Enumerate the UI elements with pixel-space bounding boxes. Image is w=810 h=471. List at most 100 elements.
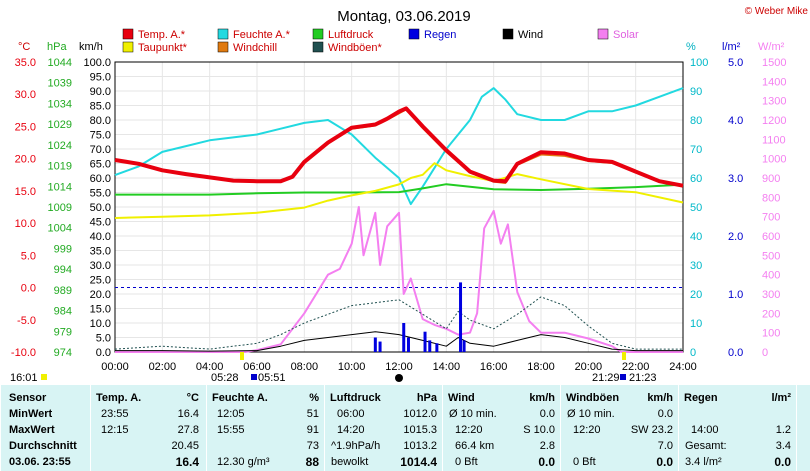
press-now-value: 1014.4 [400, 455, 437, 469]
hum-tick-label: 50 [690, 202, 702, 214]
wind-max-time: 12:20 [455, 424, 483, 436]
x-tick-label: 16:00 [480, 361, 508, 373]
series-solar-line [115, 206, 683, 353]
x-tick-label: 18:00 [527, 361, 555, 373]
hdr-press-unit: hPa [416, 392, 437, 404]
col-end [796, 385, 810, 471]
legend-label: Taupunkt* [138, 42, 188, 54]
x-tick-label: 12:00 [385, 361, 413, 373]
series-windben-line [114, 296, 683, 350]
row-max-label: MaxWert [9, 424, 55, 436]
solar-tick-label: 1200 [762, 115, 786, 127]
hum-max-value: 91 [306, 424, 319, 436]
wind-tick-label: 20.0 [90, 289, 111, 301]
sunrise-marker [240, 352, 244, 360]
moonset-icon [620, 374, 626, 380]
wind-tick-label: 100.0 [83, 57, 111, 69]
legend-swatch [502, 28, 514, 40]
row-avg-label: Durchschnitt [9, 440, 77, 452]
wind-min-value: 0.0 [539, 408, 555, 420]
press-tick-label: 984 [54, 306, 72, 318]
hum-tick-label: 80 [690, 115, 702, 127]
series-luftdruck-line [115, 183, 684, 196]
hum-tick-label: 100 [690, 57, 708, 69]
press-tick-label: 1039 [48, 78, 72, 90]
time-label: 16:01 [10, 372, 38, 384]
sunset-label: 21:29 [592, 372, 620, 384]
temp-tick-label: 5.0 [21, 250, 36, 262]
moonrise-icon [251, 374, 257, 380]
wind-bft: 0 Bft [455, 456, 478, 468]
legend-swatch [122, 28, 134, 40]
legend-label: Temp. A.* [138, 29, 186, 41]
temp-avg-value: 20.45 [171, 440, 199, 452]
legend-swatch [217, 41, 229, 53]
wind-tick-label: 5.0 [96, 333, 111, 345]
hdr-gust: Windböen [566, 392, 620, 404]
hum-avg-value: 73 [306, 440, 319, 452]
col-gust: Windböen km/h Ø 10 min. 0.0 12:20 SW 23.… [560, 385, 679, 471]
rain-max-value: 1.2 [775, 424, 791, 436]
wind-tick-label: 70.0 [90, 144, 111, 156]
chart-title: Montag, 03.06.2019 [337, 8, 470, 25]
temp-now-value: 16.4 [175, 455, 199, 469]
temp-tick-label: 0.0 [21, 283, 36, 295]
press-forecast: bewolkt [331, 456, 369, 468]
press-tick-label: 1009 [48, 202, 72, 214]
rain-tick-label: 2.0 [728, 231, 743, 243]
legend-swatch [408, 28, 420, 40]
rain-tick-label: 1.0 [728, 289, 743, 301]
rain-unit: l/m² [722, 41, 741, 53]
press-tick-label: 1019 [48, 161, 72, 173]
press-tick-label: 1044 [48, 57, 72, 69]
col-sensor: Sensor MinWert MaxWert Durchschnitt 03.0… [0, 385, 91, 471]
wind-tick-label: 15.0 [90, 304, 111, 316]
temp-tick-label: -5.0 [17, 315, 36, 327]
legend-swatch [312, 41, 324, 53]
x-tick-label: 04:00 [196, 361, 224, 373]
temp-tick-label: 15.0 [15, 186, 36, 198]
rain-now-value: 0.0 [774, 455, 791, 469]
hum-tick-label: 0 [690, 347, 696, 359]
weather-chart: Montag, 03.06.2019 © Weber Mike Temp. A.… [10, 6, 809, 384]
gust-min-value: 0.0 [657, 408, 673, 420]
hum-tick-label: 40 [690, 231, 702, 243]
press-min-time: 06:00 [337, 408, 365, 420]
rain-bar [406, 337, 410, 352]
hum-tick-label: 10 [690, 318, 702, 330]
series-feuchtea-line [114, 87, 684, 206]
x-tick-label: 24:00 [669, 361, 697, 373]
temp-max-value: 27.8 [177, 424, 199, 436]
hdr-hum-unit: % [309, 392, 319, 404]
wind-tick-label: 75.0 [90, 130, 111, 142]
rain-bar [428, 340, 432, 352]
legend-swatch [597, 28, 609, 40]
wind-tick-label: 55.0 [90, 188, 111, 200]
stats-table: Sensor MinWert MaxWert Durchschnitt 03.0… [0, 385, 810, 471]
sun-icon [41, 374, 47, 380]
rain-tick-label: 5.0 [728, 57, 743, 69]
wind-distance: 66.4 km [455, 440, 495, 452]
hum-min-value: 51 [306, 408, 319, 420]
rain-today: 3.4 l/m² [685, 456, 722, 468]
solar-tick-label: 800 [762, 192, 780, 204]
rain-bar [435, 343, 439, 352]
press-tick-label: 1024 [48, 140, 72, 152]
hdr-hum: Feuchte A. [212, 392, 268, 404]
rain-tick-label: 3.0 [728, 173, 743, 185]
wind-tick-label: 60.0 [90, 173, 111, 185]
press-tick-label: 1029 [48, 119, 72, 131]
copyright: © Weber Mike [745, 6, 809, 17]
temp-tick-label: 25.0 [15, 121, 36, 133]
rain-bar [462, 340, 466, 352]
temp-unit: °C [18, 41, 30, 53]
wind-tick-label: 40.0 [90, 231, 111, 243]
solar-tick-label: 600 [762, 231, 780, 243]
wind-tick-label: 0.0 [96, 347, 111, 359]
sunset-label-2: 21:23 [629, 372, 657, 384]
gust-now-value: 0.0 [656, 455, 673, 469]
legend-swatch [217, 28, 229, 40]
noon-icon [395, 374, 403, 382]
rain-bar [423, 331, 427, 352]
hum-tick-label: 70 [690, 144, 702, 156]
